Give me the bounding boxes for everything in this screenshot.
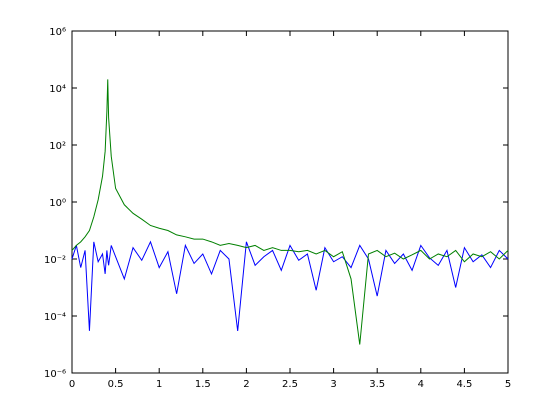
series-line: [71, 79, 509, 345]
y-tick-label: 10⁶: [49, 27, 66, 38]
x-tick-label: 0.5: [108, 379, 124, 390]
x-tick-label: 0: [69, 379, 75, 390]
x-tick-label: 3.5: [369, 379, 385, 390]
x-tick-label: 1.5: [195, 379, 211, 390]
y-tick-label: 10⁴: [49, 84, 66, 95]
y-tick-label: 10⁻²: [44, 255, 66, 266]
x-tick-label: 4: [418, 379, 424, 390]
series-line: [71, 240, 509, 331]
y-tick-label: 10⁻⁶: [44, 369, 66, 380]
x-tick-label: 4.5: [456, 379, 472, 390]
x-tick-label: 5: [505, 379, 511, 390]
x-tick-label: 1: [156, 379, 162, 390]
y-tick-label: 10⁻⁴: [44, 312, 66, 323]
x-tick-label: 2: [243, 379, 249, 390]
x-tick-label: 2.5: [282, 379, 298, 390]
x-tick-label: 3: [330, 379, 336, 390]
y-tick-label: 10⁰: [49, 198, 66, 209]
plot-area: [71, 30, 509, 374]
y-tick-label: 10²: [49, 141, 66, 152]
